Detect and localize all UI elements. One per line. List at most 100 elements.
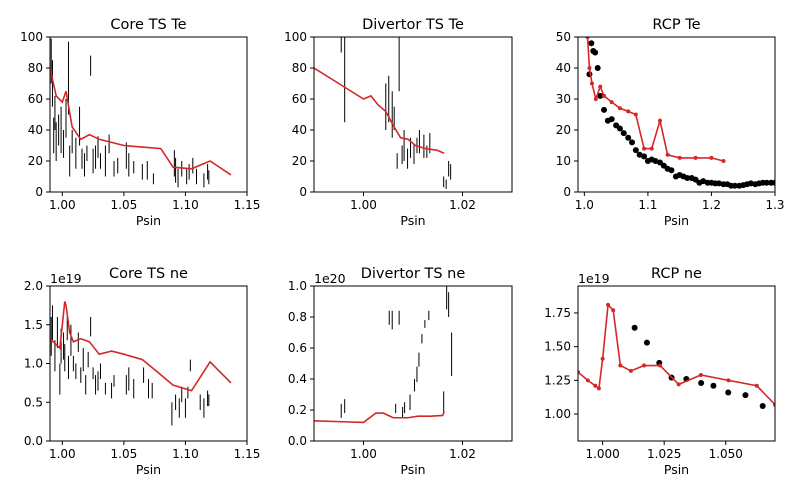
chart-2-point-23 [668, 167, 675, 174]
chart-5-series-0-marker-11 [676, 382, 681, 387]
chart-2-series-0-marker-11 [649, 146, 654, 151]
chart-1-xtick-label-1: 1.02 [449, 198, 476, 212]
chart-5-series-0-marker-6 [611, 308, 616, 313]
chart-3-xtick-label-0: 1.00 [49, 447, 76, 461]
chart-2-ytick-label-5: 50 [556, 30, 571, 44]
chart-2-xtick-label-3: 1.3 [765, 198, 784, 212]
chart-5-xtick-label-1: 1.025 [647, 447, 681, 461]
chart-5-ytick-label-3: 1.75 [544, 306, 571, 320]
chart-4-ytick-label-4: 0.8 [288, 310, 307, 324]
chart-1-ytick-label-3: 60 [292, 92, 307, 106]
chart-5-offset-text: 1e19 [578, 271, 610, 286]
chart-2-series-0-marker-13 [665, 152, 670, 157]
chart-3-ytick-label-1: 0.5 [24, 395, 43, 409]
chart-2-series-0-marker-8 [626, 109, 631, 114]
chart-2-ytick-label-3: 30 [556, 92, 571, 106]
chart-4-ytick-label-5: 1.0 [288, 279, 307, 293]
chart-3-offset-text: 1e19 [50, 271, 82, 286]
chart-4-ytick-label-3: 0.6 [288, 341, 307, 355]
chart-0-title: Core TS Te [110, 17, 186, 33]
chart-5-plot-area [578, 302, 775, 409]
chart-2-series-0-marker-15 [693, 155, 698, 160]
chart-2-series-0-marker-10 [642, 146, 647, 151]
chart-2-point-6 [601, 106, 608, 113]
chart-1-ytick-label-4: 80 [292, 61, 307, 75]
chart-5-series-0-marker-1 [585, 378, 590, 383]
chart-3-frame [49, 285, 248, 442]
chart-2-ytick-label-1: 10 [556, 154, 571, 168]
chart-2-series-0-marker-3 [593, 97, 598, 101]
chart-2-point-14 [632, 147, 639, 154]
chart-0-frame [49, 36, 248, 193]
chart-4-frame [313, 285, 513, 442]
chart-5-series-0-marker-2 [593, 383, 598, 388]
chart-4-plot-area [314, 286, 453, 424]
chart-3-xtick-label-1: 1.05 [111, 447, 138, 461]
chart-2-series-0-marker-6 [609, 100, 614, 105]
chart-1-plot-area [314, 37, 452, 189]
chart-2-xtick-label-0: 1.0 [575, 198, 594, 212]
chart-5-series-0-marker-9 [641, 363, 646, 368]
chart-5-series-0-marker-3 [596, 386, 601, 391]
chart-3-xtick-label-2: 1.10 [172, 447, 199, 461]
chart-5-series-0-marker-13 [726, 378, 731, 383]
chart-2-xlabel: Psin [664, 213, 689, 228]
chart-5-series-0-marker-8 [628, 368, 633, 373]
chart-4-offset-text: 1e20 [314, 271, 346, 286]
chart-0-plot-area [50, 38, 232, 188]
chart-0-ytick-label-2: 40 [28, 123, 43, 137]
chart-5-point-1 [643, 339, 650, 346]
chart-2-plot-area [585, 37, 775, 189]
chart-3-ytick-label-2: 1.0 [24, 357, 43, 371]
chart-2-series-0-marker-14 [677, 155, 682, 160]
chart-4-series-0-line [314, 411, 445, 424]
chart-5-panel: 1.000 1.025 1.050 1.00 1.25 1.50 1.75 RCP ne Psi… [544, 266, 776, 477]
chart-3-ytick-label-4: 2.0 [24, 279, 43, 293]
chart-1-series-0-line [314, 67, 445, 154]
chart-2-point-39 [731, 182, 738, 189]
chart-2-point-35 [716, 180, 723, 187]
chart-5-series-0-marker-7 [618, 363, 623, 368]
chart-2-point-27 [684, 175, 691, 182]
chart-2-ytick-label-2: 20 [556, 123, 571, 137]
chart-2-frame [577, 36, 776, 193]
chart-2-series-0-marker-5 [602, 93, 607, 98]
chart-0-ytick-label-3: 60 [28, 92, 43, 106]
chart-2-panel: 1.0 1.1 1.2 1.3 0 10 20 30 40 50 RCP Te Psin [556, 17, 785, 228]
chart-2-point-10 [616, 125, 623, 132]
chart-5-series-0-marker-14 [754, 383, 759, 388]
chart-5-series-0-marker-4 [600, 356, 605, 361]
chart-5-point-5 [698, 380, 705, 387]
chart-5-point-8 [742, 392, 749, 399]
chart-2-point-16 [641, 153, 648, 160]
chart-2-xtick-label-1: 1.1 [638, 198, 657, 212]
chart-3-title: Core TS ne [109, 266, 188, 282]
chart-2-series-0-marker-17 [721, 159, 726, 163]
chart-2-series-0-marker-12 [657, 118, 662, 123]
chart-2-point-3 [592, 49, 599, 56]
chart-5-ytick-label-2: 1.50 [544, 340, 571, 354]
chart-5-series-0-marker-10 [658, 363, 663, 368]
chart-2-series-0-line [586, 37, 724, 162]
chart-5-series-0-marker-5 [606, 302, 611, 307]
chart-3-xtick-label-3: 1.15 [234, 447, 261, 461]
chart-5-series-0-marker-12 [698, 372, 703, 377]
chart-4-ytick-label-0: 0.0 [288, 434, 307, 448]
chart-4-panel: 1.00 1.02 0.0 0.2 0.4 0.6 0.8 1.0 Divertor TS ne… [288, 266, 513, 477]
chart-4-ytick-label-2: 0.4 [288, 372, 307, 386]
chart-2-point-47 [763, 179, 770, 186]
chart-2-series-0-marker-16 [709, 155, 714, 160]
chart-2-point-49 [772, 179, 775, 186]
chart-2-series-0-marker-1 [587, 66, 592, 70]
chart-5-point-0 [631, 324, 638, 331]
chart-5-xtick-label-0: 1.000 [585, 447, 619, 461]
chart-0-ytick-label-0: 0 [35, 185, 43, 199]
chart-2-point-1 [588, 40, 595, 47]
chart-2-point-13 [629, 139, 636, 146]
chart-5-xlabel: Psin [664, 462, 689, 477]
chart-5-xtick-label-2: 1.050 [709, 447, 743, 461]
chart-4-title: Divertor TS ne [361, 266, 466, 282]
chart-2-series-0-marker-7 [617, 106, 622, 111]
chart-5-ytick-label-0: 1.00 [544, 407, 571, 421]
